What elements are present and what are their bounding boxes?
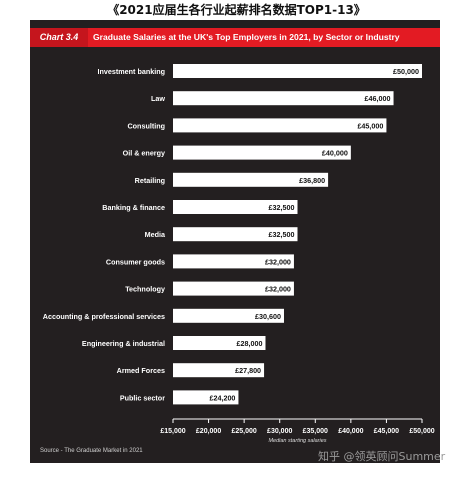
bar: [173, 200, 298, 214]
category-label: Banking & finance: [102, 203, 165, 212]
bar-chart: Investment banking £50,000 Law £46,000 Consu…: [43, 64, 435, 444]
data-label: £32,500: [269, 230, 295, 239]
category-label: Media: [145, 230, 166, 239]
category-label: Engineering & industrial: [82, 339, 165, 348]
source-note: Source - The Graduate Market in 2021: [40, 448, 143, 454]
bar: [173, 308, 284, 323]
data-label: £28,000: [237, 339, 263, 348]
data-label: £50,000: [393, 67, 419, 76]
page-heading: 《2021应届生各行业起薪排名数据TOP1-13》: [107, 3, 366, 17]
data-label: £32,000: [265, 257, 291, 266]
bar: [173, 363, 265, 378]
bar: [173, 281, 294, 296]
category-label: Oil & energy: [123, 149, 165, 158]
data-label: £32,500: [269, 203, 295, 212]
x-tick-label: £25,000: [231, 428, 256, 435]
data-label: £24,200: [209, 393, 235, 402]
category-label: Retailing: [135, 176, 165, 185]
category-label: Law: [151, 94, 165, 103]
data-label: £40,000: [322, 149, 348, 158]
category-label: Accounting & professional services: [43, 312, 165, 321]
category-label: Public sector: [120, 393, 165, 402]
data-label: £27,800: [235, 366, 261, 375]
x-tick-label: £45,000: [374, 428, 399, 435]
bar: [173, 390, 239, 405]
bar: [173, 145, 351, 160]
category-label: Investment banking: [98, 67, 166, 76]
category-label: Consumer goods: [106, 257, 165, 266]
watermark: 知乎 @领英顾问Summer: [318, 450, 446, 463]
x-tick-label: £50,000: [409, 428, 434, 435]
x-axis-title: Median starting salaries: [268, 438, 326, 444]
chart-number: Chart 3.4: [30, 28, 88, 47]
data-label: £30,600: [255, 312, 281, 321]
bar: [173, 227, 298, 242]
chart-title: Graduate Salaries at the UK's Top Employ…: [93, 32, 400, 42]
bar: [173, 64, 422, 78]
category-label: Consulting: [127, 121, 165, 130]
bar: [173, 336, 266, 350]
x-tick-label: £35,000: [303, 428, 328, 435]
data-label: £36,800: [299, 176, 325, 185]
x-tick-label: £30,000: [267, 428, 292, 435]
chart-banner: Chart 3.4 Graduate Salaries at the UK's …: [30, 28, 440, 47]
x-tick-label: £20,000: [196, 428, 221, 435]
bar: [173, 254, 294, 269]
x-tick-label: £15,000: [160, 428, 185, 435]
bar: [173, 172, 329, 187]
category-label: Technology: [125, 285, 165, 294]
bar: [173, 91, 394, 106]
chart-panel: Chart 3.4 Graduate Salaries at the UK's …: [30, 20, 440, 463]
data-label: £46,000: [365, 94, 391, 103]
bar: [173, 118, 387, 133]
data-label: £32,000: [265, 285, 291, 294]
category-label: Armed Forces: [117, 366, 165, 375]
x-tick-label: £40,000: [338, 428, 363, 435]
data-label: £45,000: [357, 121, 383, 130]
